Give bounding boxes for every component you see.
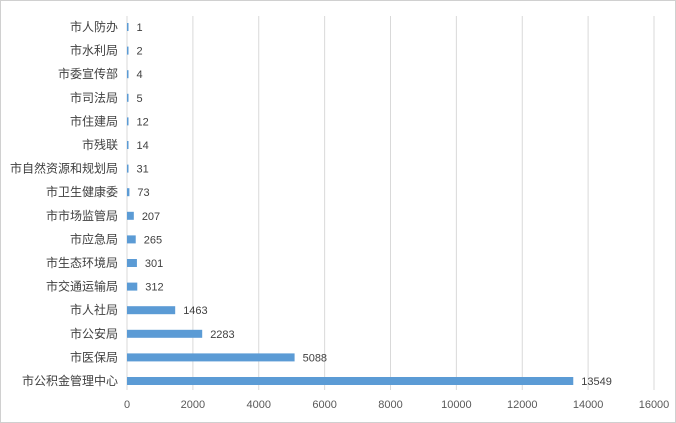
category-label: 市委宣传部 [58, 66, 118, 81]
x-tick-labels: 0 2000 4000 6000 8000 10000 12000 14000 16000 [124, 399, 669, 411]
value-label: 1 [137, 22, 143, 34]
category-label: 市市场监管局 [46, 208, 118, 223]
bar [127, 259, 137, 267]
x-tick-label: 16000 [639, 399, 670, 411]
category-label: 市人社局 [70, 302, 118, 317]
bar [127, 164, 129, 173]
value-label: 12 [137, 116, 149, 128]
category-label: 市司法局 [70, 90, 118, 105]
bar [127, 306, 176, 315]
bar [127, 93, 129, 102]
value-label: 13549 [581, 376, 612, 388]
value-label: 4 [137, 69, 143, 81]
category-label: 市生态环境局 [46, 255, 118, 270]
category-label: 市住建局 [70, 113, 118, 128]
value-label: 207 [142, 211, 160, 223]
value-label: 31 [137, 164, 149, 176]
bar [127, 117, 129, 126]
bars [127, 23, 574, 385]
value-label: 1463 [183, 305, 207, 317]
value-label: 14 [137, 140, 149, 152]
value-label: 73 [137, 187, 149, 199]
x-tick-label: 0 [124, 399, 130, 411]
category-label: 市人防办 [70, 19, 118, 34]
x-tick-label: 2000 [181, 399, 205, 411]
category-label: 市残联 [82, 137, 118, 152]
category-labels: 市人防办市水利局市委宣传部市司法局市住建局市残联市自然资源和规划局市卫生健康委市… [10, 19, 118, 388]
bar [127, 70, 129, 79]
bar [127, 188, 130, 197]
x-tick-label: 12000 [507, 399, 538, 411]
category-label: 市交通运输局 [46, 279, 118, 294]
value-label: 301 [145, 258, 163, 270]
bar [127, 329, 203, 338]
x-tick-label: 4000 [247, 399, 271, 411]
category-label: 市水利局 [70, 43, 118, 58]
bar [127, 353, 295, 362]
value-label: 2283 [210, 329, 234, 341]
bar [127, 46, 129, 55]
bar [127, 141, 129, 149]
bar [127, 23, 129, 31]
x-tick-label: 10000 [441, 399, 472, 411]
x-tick-label: 8000 [378, 399, 402, 411]
category-label: 市医保局 [70, 349, 118, 364]
value-label: 2 [137, 46, 143, 58]
value-label: 5 [137, 93, 143, 105]
value-label: 312 [145, 282, 163, 294]
x-tick-label: 14000 [573, 399, 604, 411]
x-tick-label: 6000 [312, 399, 336, 411]
bar [127, 282, 138, 291]
bar [127, 377, 574, 385]
bar [127, 211, 134, 220]
gridlines [126, 16, 655, 390]
value-labels: 1245121431732072653013121463228350881354… [137, 22, 612, 388]
category-label: 市自然资源和规划局 [10, 161, 118, 176]
category-label: 市公积金管理中心 [22, 373, 118, 388]
category-label: 市公安局 [70, 326, 118, 341]
value-label: 5088 [303, 352, 327, 364]
bar [127, 235, 136, 244]
value-label: 265 [144, 234, 162, 246]
category-label: 市应急局 [70, 231, 118, 246]
category-label: 市卫生健康委 [46, 184, 118, 199]
